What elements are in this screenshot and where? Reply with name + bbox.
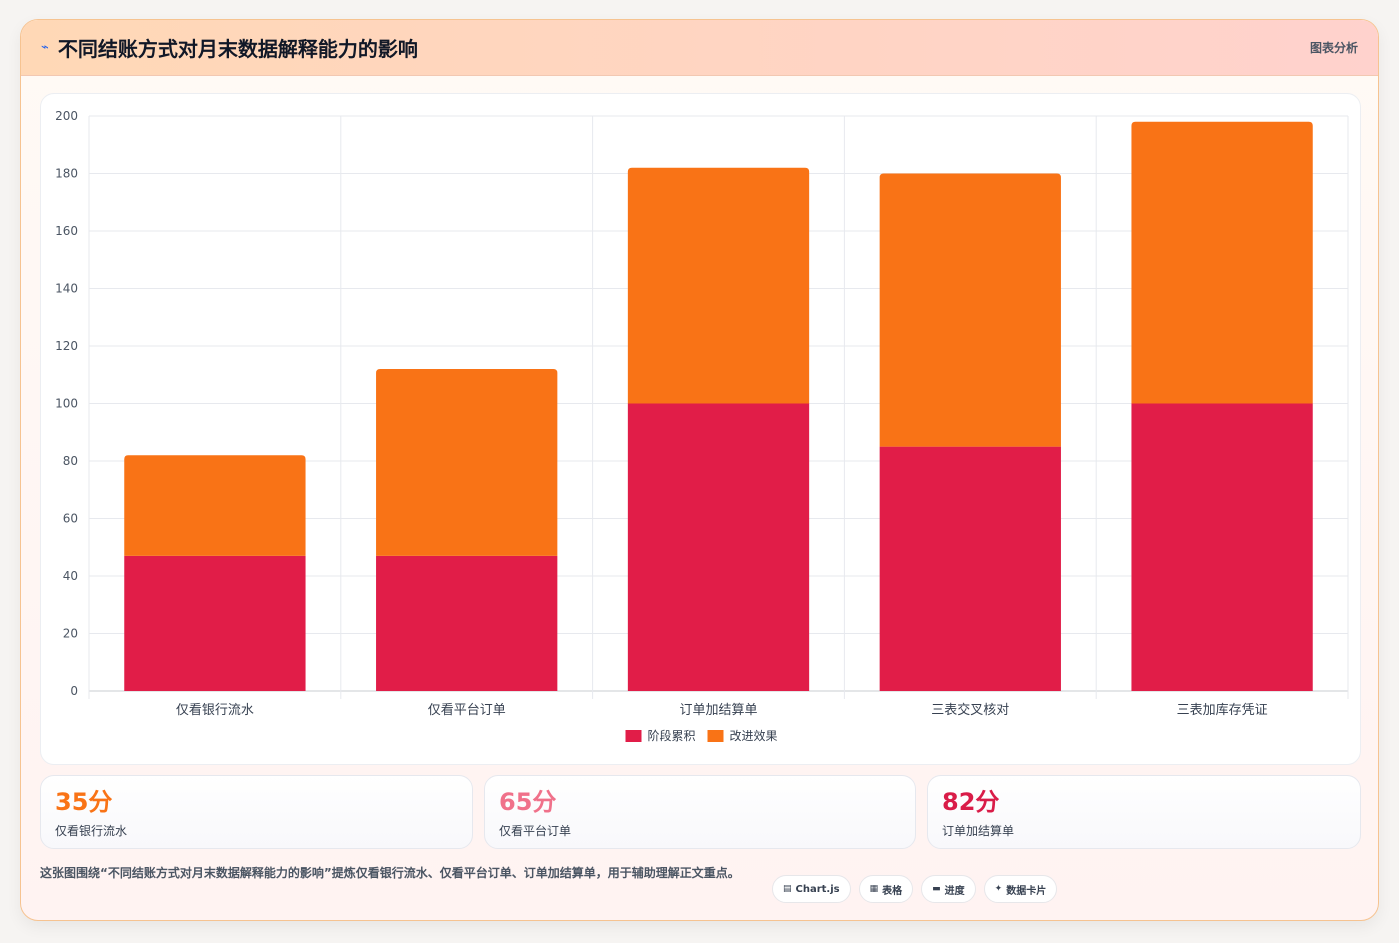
chart-description: 这张图围绕“不同结账方式对月末数据解释能力的影响”提炼仅看银行流水、仅看平台订单… (40, 866, 740, 880)
x-tick-label: 仅看平台订单 (428, 702, 506, 718)
bar-segment (1131, 403, 1313, 691)
stat-value: 82分 (942, 788, 1000, 816)
y-tick-label: 60 (63, 512, 78, 526)
chip-progress[interactable]: ▬ 进度 (921, 875, 976, 903)
y-tick-label: 40 (63, 569, 78, 583)
stat-card-bank-statement: 35分 仅看银行流水 (40, 775, 473, 849)
y-tick-label: 140 (55, 282, 78, 296)
stat-value: 35分 (55, 788, 113, 816)
bar-segment (124, 455, 306, 556)
chart-line-icon: ⌁ (41, 40, 49, 55)
chip-label: Chart.js (795, 883, 840, 895)
y-tick-label: 20 (63, 627, 78, 641)
y-tick-label: 200 (55, 109, 78, 123)
chip-label: 进度 (944, 885, 965, 897)
y-tick-label: 160 (55, 224, 78, 238)
bar-segment (627, 403, 810, 691)
chart-panel: 0 20 40 60 80 100 120 140 160 180 200 仅看银行流水 仅看平台订单 订… (40, 93, 1361, 765)
y-tick-label: 120 (55, 339, 78, 353)
x-tick-label: 订单加结算单 (679, 703, 757, 718)
x-tick-label: 三表加库存凭证 (1177, 702, 1268, 718)
stat-card-platform-orders: 65分 仅看平台订单 (484, 775, 916, 849)
y-tick-label: 80 (63, 454, 78, 468)
stat-label: 仅看平台订单 (499, 824, 572, 838)
bar-segment (879, 446, 1061, 691)
chart-analysis-tag: 图表分析 (1309, 41, 1358, 55)
chip-chartjs[interactable]: ▤ Chart.js (772, 875, 851, 903)
bar-segment (124, 555, 306, 691)
tech-chips: ▤ Chart.js ▦ 表格 ▬ 进度 ✦ 数据卡片 (772, 875, 1058, 903)
legend-swatch (625, 730, 642, 742)
chip-data-card[interactable]: ✦ 数据卡片 (983, 875, 1058, 903)
chart-card: ⌁ 不同结账方式对月末数据解释能力的影响 图表分析 0 20 40 60 80 100 12… (20, 19, 1379, 921)
legend-swatch (707, 730, 724, 742)
x-tick-label: 三表交叉核对 (931, 702, 1009, 718)
chart-icon: ▤ (783, 884, 792, 894)
stat-label: 仅看银行流水 (55, 824, 128, 838)
legend-label: 改进效果 (730, 728, 778, 743)
stacked-bar-chart: 0 20 40 60 80 100 120 140 160 180 200 仅看银行流水 仅看平台订单 订… (55, 109, 1349, 743)
sparkle-icon: ✦ (994, 884, 1003, 894)
table-icon: ▦ (869, 884, 879, 894)
chip-label: 数据卡片 (1006, 885, 1047, 897)
legend-label: 阶段累积 (648, 728, 696, 743)
y-tick-label: 0 (70, 684, 78, 698)
bar-segment (376, 369, 558, 556)
y-tick-label: 100 (55, 397, 78, 411)
card-title: 不同结账方式对月末数据解释能力的影响 (57, 37, 418, 61)
stat-label: 订单加结算单 (942, 824, 1015, 838)
stat-value: 65分 (499, 788, 557, 816)
card-header: ⌁ 不同结账方式对月末数据解释能力的影响 图表分析 (21, 20, 1378, 76)
stat-card-order-settlement: 82分 订单加结算单 (927, 775, 1361, 849)
y-tick-label: 180 (55, 167, 78, 181)
progress-icon: ▬ (932, 884, 941, 894)
chip-label: 表格 (882, 885, 903, 897)
bar-segment (879, 173, 1061, 447)
bar-segment (376, 555, 558, 691)
bar-segment (627, 167, 810, 404)
x-tick-label: 仅看银行流水 (176, 702, 254, 718)
bar-segment (1131, 121, 1313, 404)
chip-table[interactable]: ▦ 表格 (858, 875, 914, 903)
